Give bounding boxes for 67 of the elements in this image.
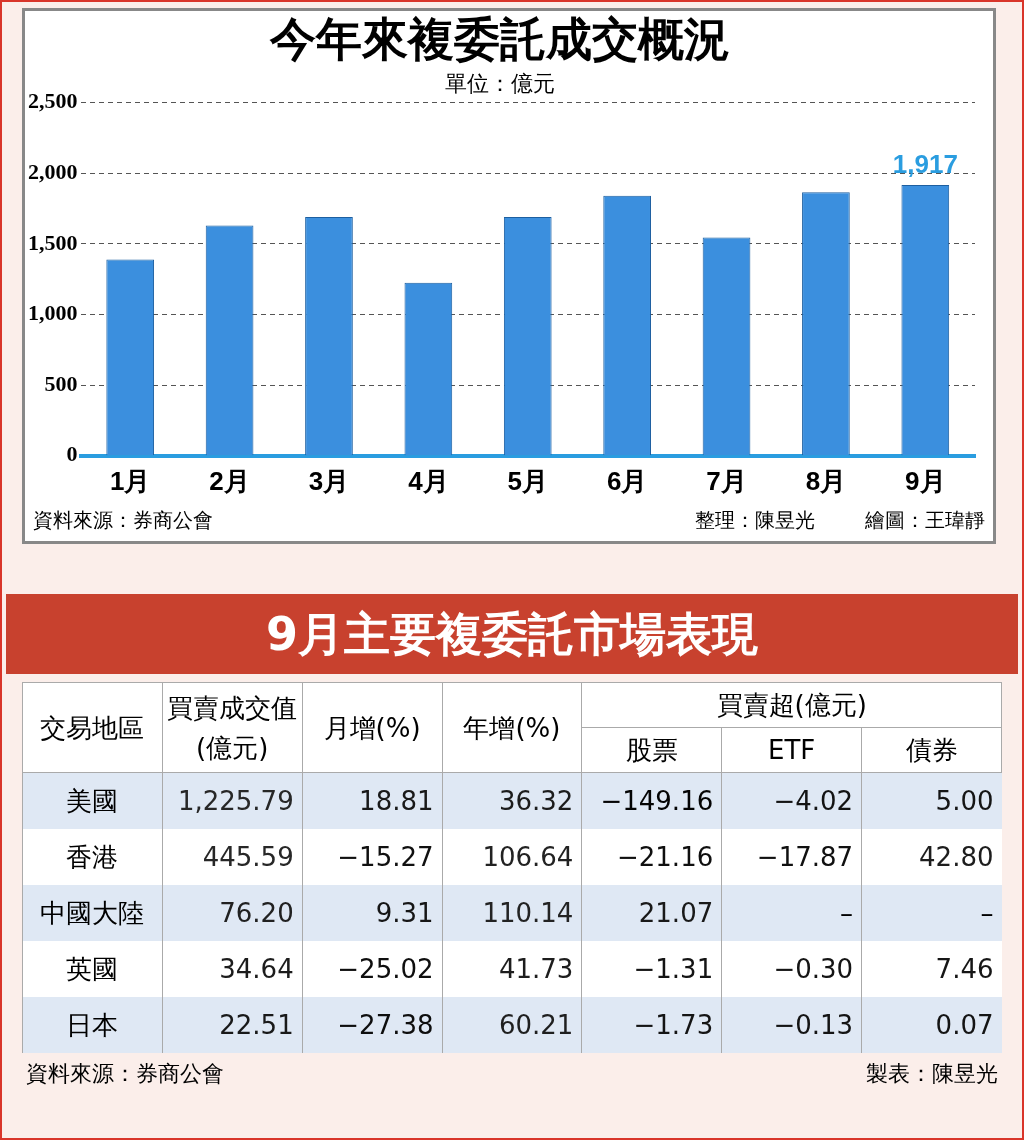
x-tick-label: 9月 xyxy=(905,465,946,496)
text: 製表：陳昱光 xyxy=(866,1060,998,1088)
x-tick-label: 2月 xyxy=(209,465,250,496)
x-tick-label: 1月 xyxy=(109,465,151,496)
y-tick-label: 美國 xyxy=(22,772,163,829)
data-label: 106.64 xyxy=(442,829,582,885)
x-tick-label: 3月 xyxy=(308,465,350,496)
y-tick-label: 2,500 xyxy=(28,88,78,114)
y-tick-label: 英國 xyxy=(22,941,163,997)
source-note: 資料來源：券商公會 xyxy=(26,1060,224,1088)
chart-subtitle: 單位：億元 xyxy=(445,71,555,97)
text: 整理：陳昱光 xyxy=(695,507,815,534)
data-label: −21.16 xyxy=(581,829,722,885)
x-tick-label: 5月 xyxy=(507,465,548,496)
data-label: 7.46 xyxy=(861,941,1002,997)
data-label: −1.31 xyxy=(581,941,722,997)
text: – xyxy=(980,898,994,928)
y-tick-label: 2,000 xyxy=(28,158,78,184)
data-label: −4.02 xyxy=(721,772,862,829)
data-label: 110.14 xyxy=(442,885,582,941)
text: 繪圖：王瑋靜 xyxy=(865,507,985,534)
data-label: 1,225.79 xyxy=(162,772,303,829)
x-tick-label: 4月 xyxy=(408,465,449,496)
y-tick-label: 1,500 xyxy=(28,229,78,255)
x-tick-label: 年增(%) xyxy=(442,682,582,773)
y-tick-label: 500 xyxy=(44,370,78,396)
y-tick-label: 香港 xyxy=(22,829,163,885)
data-label: 445.59 xyxy=(162,829,303,885)
data-label: −149.16 xyxy=(581,772,722,829)
data-label: 9.31 xyxy=(302,885,443,941)
data-label: 21.07 xyxy=(581,885,722,941)
data-label: 34.64 xyxy=(162,941,303,997)
chart-title: 今年來複委託成交概況 xyxy=(269,11,730,66)
text: – xyxy=(840,898,854,928)
data-label: 22.51 xyxy=(162,997,303,1053)
x-tick-label: ETF xyxy=(721,727,862,773)
y-tick-label: 日本 xyxy=(22,997,163,1053)
x-tick-label: 8月 xyxy=(805,465,847,496)
data-label: 0.07 xyxy=(861,997,1002,1053)
x-tick-label: 股票 xyxy=(581,727,722,773)
data-label: −25.02 xyxy=(302,941,443,997)
data-label: −17.87 xyxy=(721,829,862,885)
x-tick-label: 月增(%) xyxy=(302,682,443,773)
data-label: −1.73 xyxy=(581,997,722,1053)
source-note: 資料來源：券商公會 xyxy=(33,507,213,534)
data-label: 5.00 xyxy=(861,772,1002,829)
data-label: 42.80 xyxy=(861,829,1002,885)
data-label: 18.81 xyxy=(302,772,443,829)
data-label: −0.30 xyxy=(721,941,862,997)
data-label: −27.38 xyxy=(302,997,443,1053)
y-tick-label: 中國大陸 xyxy=(22,885,163,941)
data-label: 41.73 xyxy=(442,941,582,997)
x-axis-title: 買賣超(億元) xyxy=(581,682,1002,728)
y-axis-title: 交易地區 xyxy=(22,682,163,773)
data-label: 76.20 xyxy=(162,885,303,941)
chart-title: 9月主要複委託市場表現 xyxy=(6,594,1018,674)
x-tick-label: 6月 xyxy=(606,465,648,496)
data-label: 36.32 xyxy=(442,772,582,829)
x-tick-label: 債券 xyxy=(861,727,1002,773)
y-tick-label: 0 xyxy=(66,441,78,467)
x-tick-label: 買賣成交值(億元) xyxy=(162,682,303,773)
x-tick-label: 7月 xyxy=(706,465,747,496)
data-label: 60.21 xyxy=(442,997,582,1053)
data-label: −15.27 xyxy=(302,829,443,885)
data-label: 1,917 xyxy=(892,149,958,180)
data-label: −0.13 xyxy=(721,997,862,1053)
y-tick-label: 1,000 xyxy=(28,300,78,326)
